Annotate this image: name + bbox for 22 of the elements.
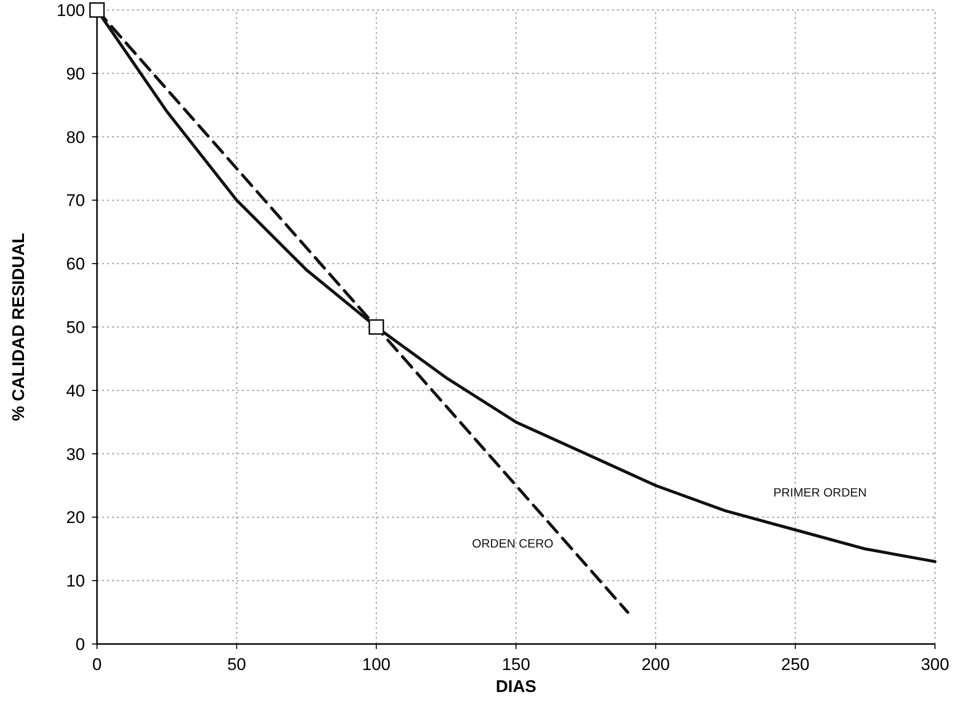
y-tick-label: 40 (66, 381, 85, 400)
x-tick-label: 50 (227, 655, 246, 674)
x-axis-title: DIAS (496, 677, 536, 696)
y-tick-label: 0 (76, 634, 85, 654)
y-tick-label: 20 (66, 508, 85, 528)
y-tick-label: 90 (66, 64, 85, 84)
x-tick-label: 250 (781, 655, 810, 674)
y-tick-label: 30 (66, 444, 85, 464)
x-tick-label: 300 (920, 655, 950, 674)
y-tick-label: 100 (56, 0, 85, 20)
x-tick-label: 0 (92, 655, 102, 674)
y-axis-title: % CALIDAD RESIDUAL (9, 233, 28, 421)
x-tick-label: 150 (502, 655, 530, 674)
series-label: ORDEN CERO (472, 536, 554, 550)
y-tick-label: 60 (66, 254, 85, 274)
y-tick-label: 70 (66, 191, 85, 210)
y-tick-label: 80 (66, 128, 85, 147)
x-tick-label: 200 (641, 655, 670, 674)
series-label: PRIMER ORDEN (773, 486, 867, 500)
y-tick-label: 50 (66, 318, 85, 337)
x-tick-label: 100 (362, 655, 391, 674)
y-tick-label: 10 (66, 572, 85, 591)
